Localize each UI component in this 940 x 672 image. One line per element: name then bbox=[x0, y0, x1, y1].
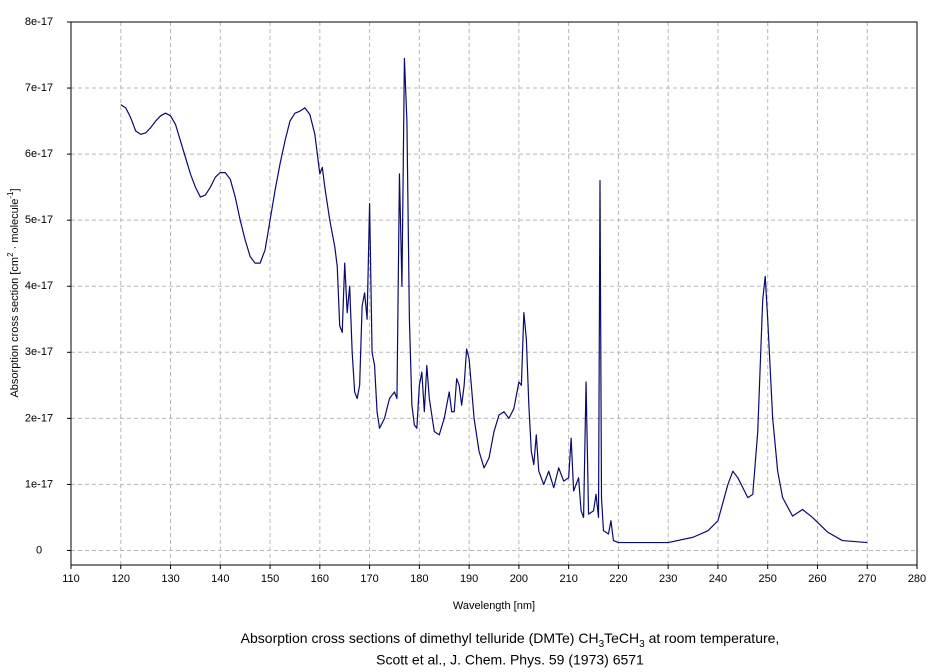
x-tick-label: 140 bbox=[211, 573, 229, 585]
y-tick-label: 3e-17 bbox=[25, 346, 53, 358]
x-axis-label: Wavelength [nm] bbox=[453, 600, 535, 612]
y-tick-label: 2e-17 bbox=[25, 412, 53, 424]
y-tick-label: 7e-17 bbox=[25, 82, 53, 94]
y-axis-label: Absorption cross section [cm2 · molecule… bbox=[6, 188, 21, 397]
x-tick-label: 110 bbox=[62, 573, 80, 585]
chart-title: Absorption cross sections of dimethyl te… bbox=[241, 630, 780, 650]
x-tick-label: 200 bbox=[510, 573, 528, 585]
y-label-part: -1 bbox=[6, 191, 15, 199]
x-tick-label: 190 bbox=[460, 573, 478, 585]
x-tick-label: 220 bbox=[609, 573, 627, 585]
title-part: 3 bbox=[639, 639, 645, 650]
data-line bbox=[120, 57, 868, 544]
x-tick-label: 240 bbox=[709, 573, 727, 585]
chart-subtitle: Scott et al., J. Chem. Phys. 59 (1973) 6… bbox=[376, 652, 644, 668]
y-label-part: ] bbox=[9, 188, 21, 191]
x-tick-label: 180 bbox=[410, 573, 428, 585]
y-tick-label: 6e-17 bbox=[25, 148, 53, 160]
x-tick-label: 210 bbox=[559, 573, 577, 585]
x-tick-label: 160 bbox=[311, 573, 329, 585]
title-part: Absorption cross sections of dimethyl te… bbox=[241, 630, 599, 646]
x-tick-label: 120 bbox=[112, 573, 130, 585]
title-part: TeCH bbox=[604, 630, 639, 646]
y-tick-label: 1e-17 bbox=[25, 478, 53, 490]
y-tick-label: 5e-17 bbox=[25, 214, 53, 226]
title-part: at room temperature, bbox=[645, 630, 780, 646]
x-tick-label: 260 bbox=[808, 573, 826, 585]
x-tick-label: 280 bbox=[908, 573, 926, 585]
y-tick-label: 0 bbox=[36, 544, 42, 556]
y-label-part: Absorption cross section [cm bbox=[9, 257, 21, 398]
y-tick-label: 8e-17 bbox=[25, 16, 53, 28]
plot-frame bbox=[70, 21, 918, 566]
x-tick-label: 150 bbox=[261, 573, 279, 585]
x-tick-label: 250 bbox=[759, 573, 777, 585]
x-tick-label: 170 bbox=[360, 573, 378, 585]
x-tick-label: 230 bbox=[659, 573, 677, 585]
y-label-part: · molecule bbox=[9, 199, 21, 253]
x-tick-label: 130 bbox=[161, 573, 179, 585]
y-tick-label: 4e-17 bbox=[25, 280, 53, 292]
x-tick-label: 270 bbox=[858, 573, 876, 585]
y-label-part: 2 bbox=[6, 252, 15, 257]
title-part: 3 bbox=[599, 639, 605, 650]
